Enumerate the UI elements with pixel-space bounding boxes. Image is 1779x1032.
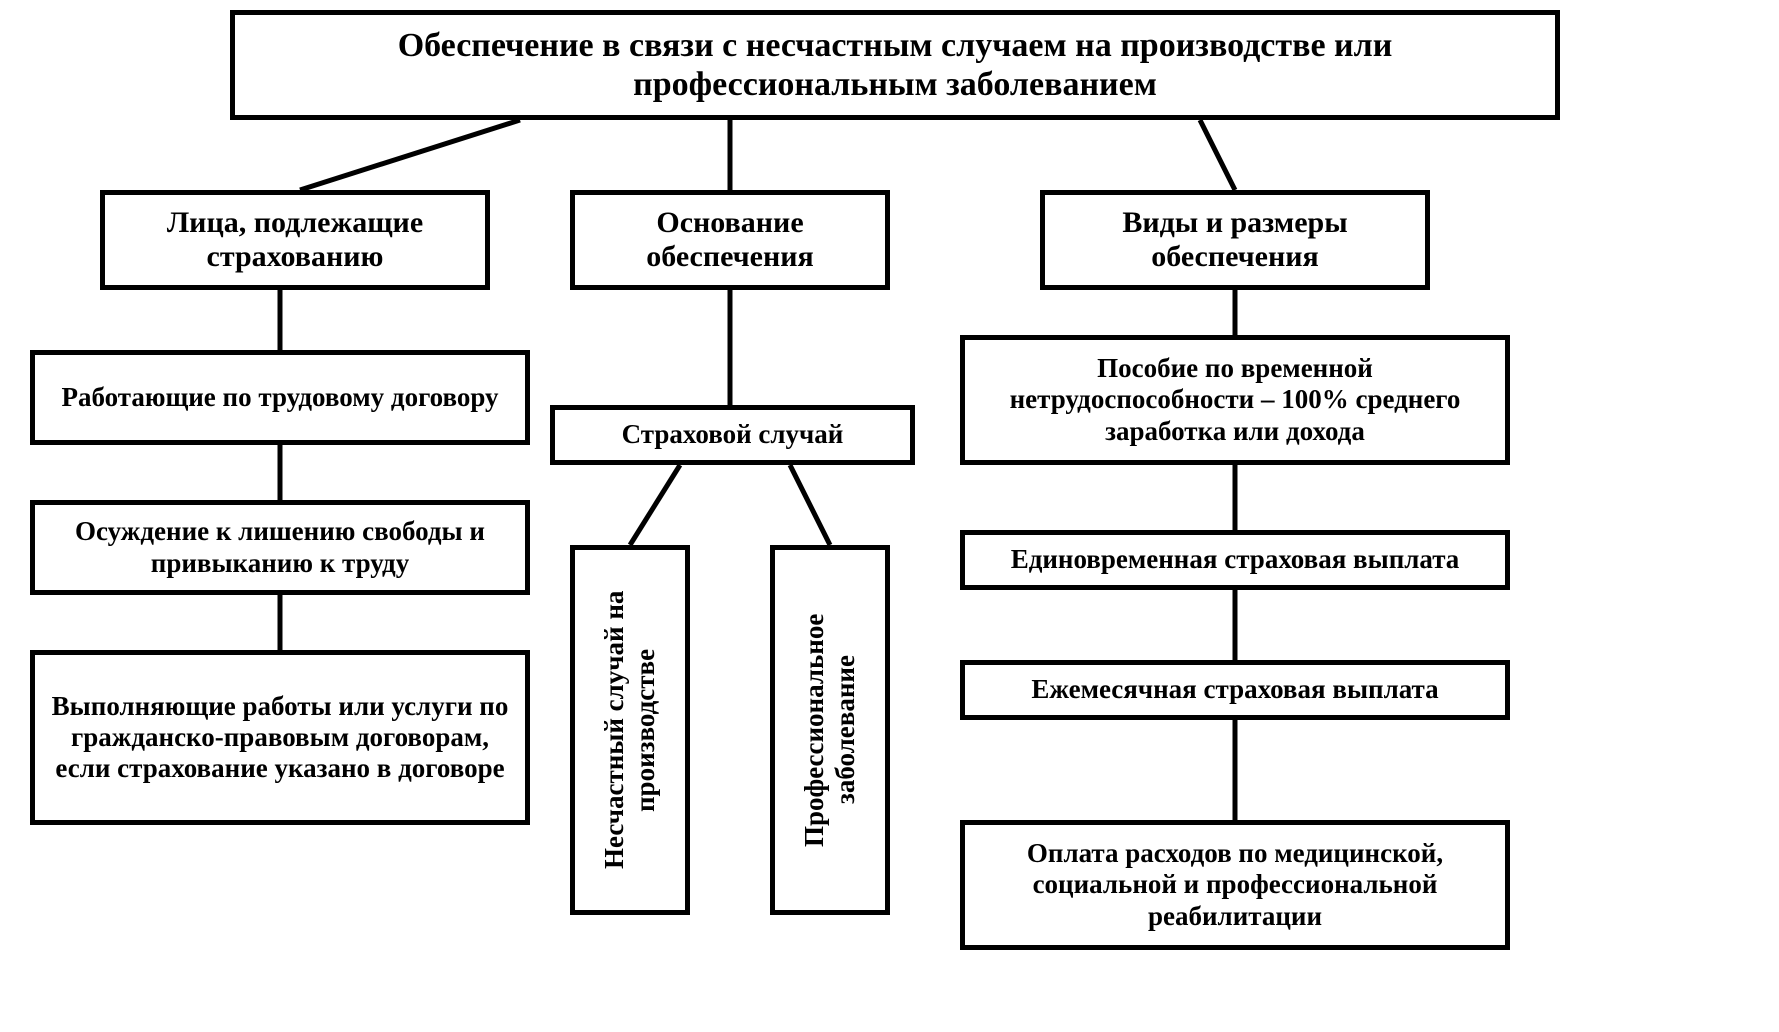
branch-2-item-2: Ежемесячная страховая выплата [960,660,1510,720]
edge-8 [790,465,830,545]
branch-0-item-0-label: Работающие по трудовому договору [61,382,498,413]
root-node: Обеспечение в связи с несчастным случаем… [230,10,1560,120]
branch-0-item-1-label: Осуждение к лишению свободы и привыканию… [45,516,515,578]
branch-1-vitem-1-label: Профессиональное заболевание [799,560,861,900]
branch-0-item-2: Выполняющие работы или услуги по граждан… [30,650,530,825]
branch-1-header: Основание обеспечения [570,190,890,290]
edge-2 [1200,120,1235,190]
branch-2-header: Виды и размеры обеспечения [1040,190,1430,290]
branch-2-item-1-label: Единовременная страховая выплата [1011,544,1460,575]
branch-1-vitem-0-label: Несчастный случай на производстве [599,560,661,900]
branch-2-header-label: Виды и размеры обеспечения [1055,206,1415,275]
root-node-label: Обеспечение в связи с несчастным случаем… [245,26,1545,104]
branch-0-item-2-label: Выполняющие работы или услуги по граждан… [45,691,515,784]
branch-1-item-0-label: Страховой случай [622,419,844,450]
branch-2-item-1: Единовременная страховая выплата [960,530,1510,590]
branch-1-item-0: Страховой случай [550,405,915,465]
diagram-container: Обеспечение в связи с несчастным случаем… [0,0,1779,1032]
branch-2-item-2-label: Ежемесячная страховая выплата [1031,674,1438,705]
branch-2-item-0: Пособие по временной нетрудоспособности … [960,335,1510,465]
branch-2-item-0-label: Пособие по временной нетрудоспособности … [975,353,1495,446]
edge-0 [300,120,520,190]
branch-1-vitem-0: Несчастный случай на производстве [570,545,690,915]
branch-2-item-3-label: Оплата расходов по медицинской, социальн… [975,838,1495,931]
branch-0-item-1: Осуждение к лишению свободы и привыканию… [30,500,530,595]
branch-1-header-label: Основание обеспечения [585,206,875,275]
edge-7 [630,465,680,545]
branch-1-vitem-1: Профессиональное заболевание [770,545,890,915]
branch-0-item-0: Работающие по трудовому договору [30,350,530,445]
branch-0-header-label: Лица, подлежащие страхованию [115,206,475,275]
branch-0-header: Лица, подлежащие страхованию [100,190,490,290]
branch-2-item-3: Оплата расходов по медицинской, социальн… [960,820,1510,950]
